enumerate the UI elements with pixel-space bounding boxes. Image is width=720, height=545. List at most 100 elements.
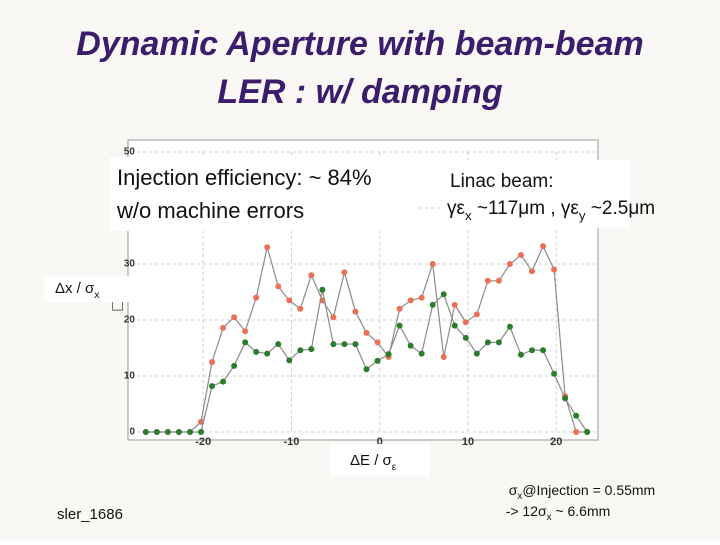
data-point: [440, 353, 447, 360]
text-part: ~117μm , γε: [472, 198, 580, 219]
text-part: Δx / σ: [55, 280, 95, 297]
x-tick-label: 0: [377, 436, 383, 448]
data-point: [540, 243, 547, 250]
box-text: Injection efficiency: ~ 84%: [117, 165, 372, 190]
text-box: [110, 157, 418, 231]
data-point: [308, 272, 315, 279]
y-tick-label: 50: [124, 147, 136, 158]
data-point: [540, 347, 547, 354]
data-point: [330, 341, 337, 348]
data-point: [396, 322, 403, 329]
data-point: [242, 339, 249, 346]
data-point: [517, 351, 524, 358]
data-point: [275, 283, 282, 290]
text-part: x: [94, 289, 100, 301]
data-point: [407, 297, 414, 304]
data-point: [429, 301, 436, 308]
overlay: Injection efficiency: ~ 84% w/o machine e…: [44, 157, 655, 523]
label-box: [44, 276, 150, 302]
y-tick-label: 30: [124, 259, 136, 270]
data-point: [164, 429, 171, 435]
box-text: γεx ~117μm , γεy ~2.5μm: [447, 198, 655, 223]
text-part: y: [579, 208, 586, 223]
data-point: [562, 395, 569, 402]
y-tick-label: 0: [129, 427, 135, 438]
data-point: [484, 277, 491, 284]
data-point: [495, 277, 502, 284]
footer: sler_1686: [57, 506, 123, 523]
data-point: [374, 339, 381, 346]
data-point: [175, 429, 182, 435]
data-point: [506, 323, 513, 330]
data-point: [363, 366, 370, 373]
text-part: x: [465, 208, 472, 223]
label-box: [330, 444, 430, 476]
text-part: ε: [392, 461, 397, 473]
data-point: [551, 266, 558, 273]
data-point: [286, 357, 293, 364]
text-part: @Injection = 0.55mm: [522, 482, 655, 498]
text-part: ~2.5μm: [586, 198, 656, 219]
data-point: [396, 305, 403, 312]
data-point: [197, 429, 204, 435]
data-point: [517, 252, 524, 259]
slide-title: LER : w/ damping: [217, 73, 502, 111]
x-tick-label: 20: [550, 436, 562, 448]
data-point: [231, 314, 238, 321]
data-point: [220, 378, 227, 385]
data-point: [275, 341, 282, 348]
box-text: w/o machine errors: [116, 198, 304, 223]
data-point: [418, 294, 425, 301]
data-point: [186, 429, 193, 435]
text-box: [440, 160, 630, 228]
data-point: [363, 329, 370, 336]
data-point: [529, 347, 536, 354]
note-text: σx@Injection = 0.55mm: [509, 482, 655, 502]
data-point: [264, 244, 271, 251]
data-point: [462, 334, 469, 341]
x-tick-label: -20: [195, 436, 211, 448]
data-point: [264, 350, 271, 357]
data-point: [484, 339, 491, 346]
data-point: [231, 362, 238, 369]
data-point: [573, 429, 580, 435]
text-part: ~ 6.6mm: [552, 503, 611, 519]
text-part: -> 12σ: [506, 503, 547, 519]
data-point: [418, 350, 425, 357]
text-part: x: [547, 512, 552, 523]
text-part: σ: [509, 482, 518, 498]
text-part: γε: [447, 198, 466, 219]
data-point: [220, 324, 227, 331]
de-label: ΔE / σε: [350, 452, 397, 473]
data-point: [209, 359, 216, 365]
data-point: [242, 328, 249, 335]
title-group: Dynamic Aperture with beam-beam LER : w/ …: [76, 25, 643, 111]
data-point: [352, 308, 359, 315]
box-text: Linac beam:: [450, 171, 554, 192]
data-point: [253, 294, 260, 301]
data-point: [451, 301, 458, 308]
dx-label: Δx / σx: [55, 280, 100, 301]
data-point: [374, 357, 381, 364]
slide-title: Dynamic Aperture with beam-beam: [76, 25, 643, 63]
data-point: [429, 261, 436, 267]
data-point: [341, 341, 348, 348]
x-tick-label: -10: [284, 436, 300, 448]
text-part: x: [517, 491, 522, 502]
data-point: [462, 319, 469, 326]
data-point: [209, 383, 216, 390]
data-point: [551, 370, 558, 377]
data-point: [319, 286, 326, 293]
data-point: [473, 350, 480, 357]
data-point: [385, 351, 392, 358]
data-point: [473, 311, 480, 318]
data-point: [407, 342, 414, 349]
data-point: [308, 346, 315, 353]
data-point: [153, 429, 160, 435]
data-point: [330, 314, 337, 321]
data-point: [529, 268, 536, 275]
data-point: [142, 429, 149, 435]
y-tick-label: 10: [124, 371, 136, 382]
data-point: [341, 269, 348, 276]
